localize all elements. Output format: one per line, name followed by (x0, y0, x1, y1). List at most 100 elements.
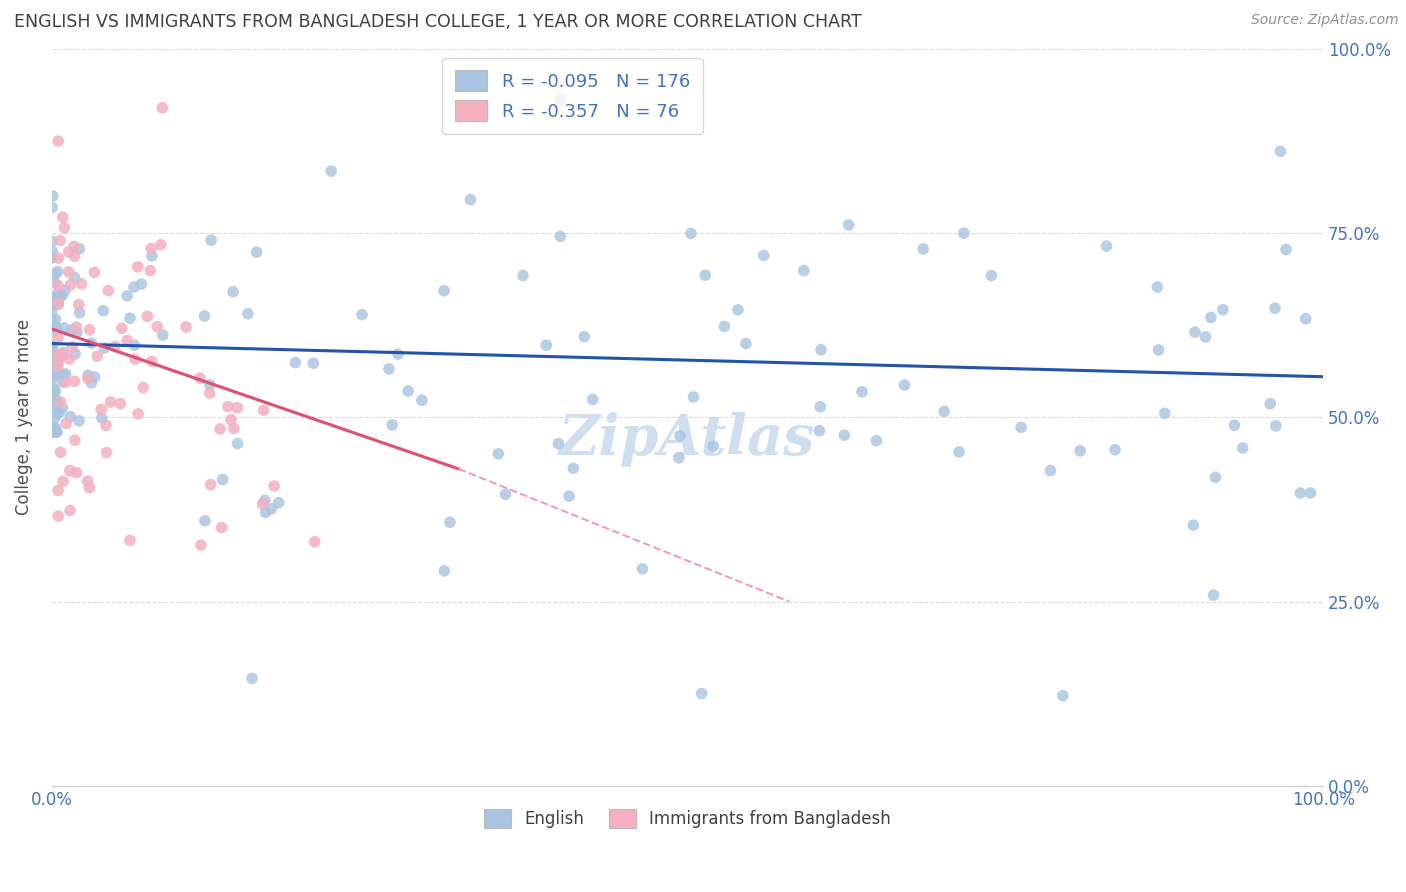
Point (695, 268, 717, 282)
Point (1146, 280, 1168, 294)
Point (49, 395, 72, 409)
Point (55, 367, 77, 381)
Point (49, 367, 72, 381)
Point (41, 250, 63, 264)
Point (41, 340, 63, 354)
Point (66, 325, 89, 339)
Point (378, 362, 401, 376)
Point (41, 305, 63, 319)
Point (58, 244, 80, 259)
Point (45, 425, 67, 439)
Point (55, 417, 77, 431)
Point (139, 263, 162, 277)
Point (44, 411, 66, 425)
Point (209, 422, 232, 436)
Point (219, 413, 242, 427)
Point (433, 284, 456, 298)
Point (91, 303, 114, 318)
Point (67, 297, 90, 311)
Point (562, 461, 585, 475)
Point (59, 277, 82, 292)
Point (63, 433, 86, 447)
Point (1289, 486, 1312, 500)
Point (1153, 406, 1175, 420)
Point (1275, 243, 1298, 257)
Point (1270, 145, 1292, 159)
Point (63, 270, 86, 285)
Point (727, 302, 749, 317)
Point (439, 515, 461, 529)
Point (41, 319, 63, 334)
Point (53, 284, 76, 298)
Point (893, 378, 915, 392)
Point (124, 352, 146, 367)
Point (44, 421, 66, 435)
Point (118, 311, 141, 326)
Point (41, 317, 63, 331)
Point (631, 562, 654, 576)
Point (41, 315, 63, 329)
Point (236, 307, 259, 321)
Point (953, 226, 976, 240)
Point (51, 401, 73, 415)
Point (76, 474, 98, 488)
Point (558, 489, 581, 503)
Point (48, 406, 70, 420)
Point (42, 394, 65, 409)
Point (713, 319, 735, 334)
Point (200, 233, 222, 247)
Point (58, 352, 80, 367)
Point (77, 368, 100, 383)
Point (46, 134, 69, 148)
Point (252, 497, 274, 511)
Point (42, 381, 65, 395)
Point (41, 235, 63, 249)
Point (41, 251, 63, 265)
Point (574, 329, 596, 343)
Legend: English, Immigrants from Bangladesh: English, Immigrants from Bangladesh (475, 801, 898, 837)
Point (536, 338, 558, 352)
Point (41, 201, 63, 215)
Point (1095, 239, 1118, 253)
Point (136, 310, 159, 324)
Point (253, 493, 276, 508)
Point (97, 284, 120, 298)
Point (46, 331, 69, 345)
Point (1232, 441, 1254, 455)
Point (46, 265, 69, 279)
Point (65, 320, 87, 334)
Point (396, 384, 419, 398)
Point (41, 342, 63, 356)
Point (58, 265, 80, 279)
Point (46, 483, 69, 498)
Point (1182, 518, 1205, 533)
Point (42, 320, 65, 334)
Text: Source: ZipAtlas.com: Source: ZipAtlas.com (1251, 13, 1399, 28)
Point (190, 538, 212, 552)
Point (59, 409, 82, 424)
Point (53, 220, 76, 235)
Point (433, 564, 456, 578)
Point (263, 479, 285, 493)
Point (44, 385, 66, 400)
Point (41, 418, 63, 433)
Point (808, 400, 831, 414)
Point (198, 377, 221, 392)
Point (226, 401, 249, 415)
Point (127, 260, 149, 274)
Point (59, 503, 82, 517)
Point (851, 384, 873, 399)
Point (44, 325, 66, 339)
Point (752, 248, 775, 262)
Point (41, 398, 63, 412)
Point (1264, 418, 1286, 433)
Point (550, 93, 572, 107)
Point (1010, 420, 1032, 434)
Point (59, 464, 82, 478)
Point (302, 356, 325, 370)
Point (150, 101, 173, 115)
Point (217, 400, 239, 414)
Point (1205, 470, 1227, 484)
Point (53, 376, 76, 390)
Point (41, 244, 63, 259)
